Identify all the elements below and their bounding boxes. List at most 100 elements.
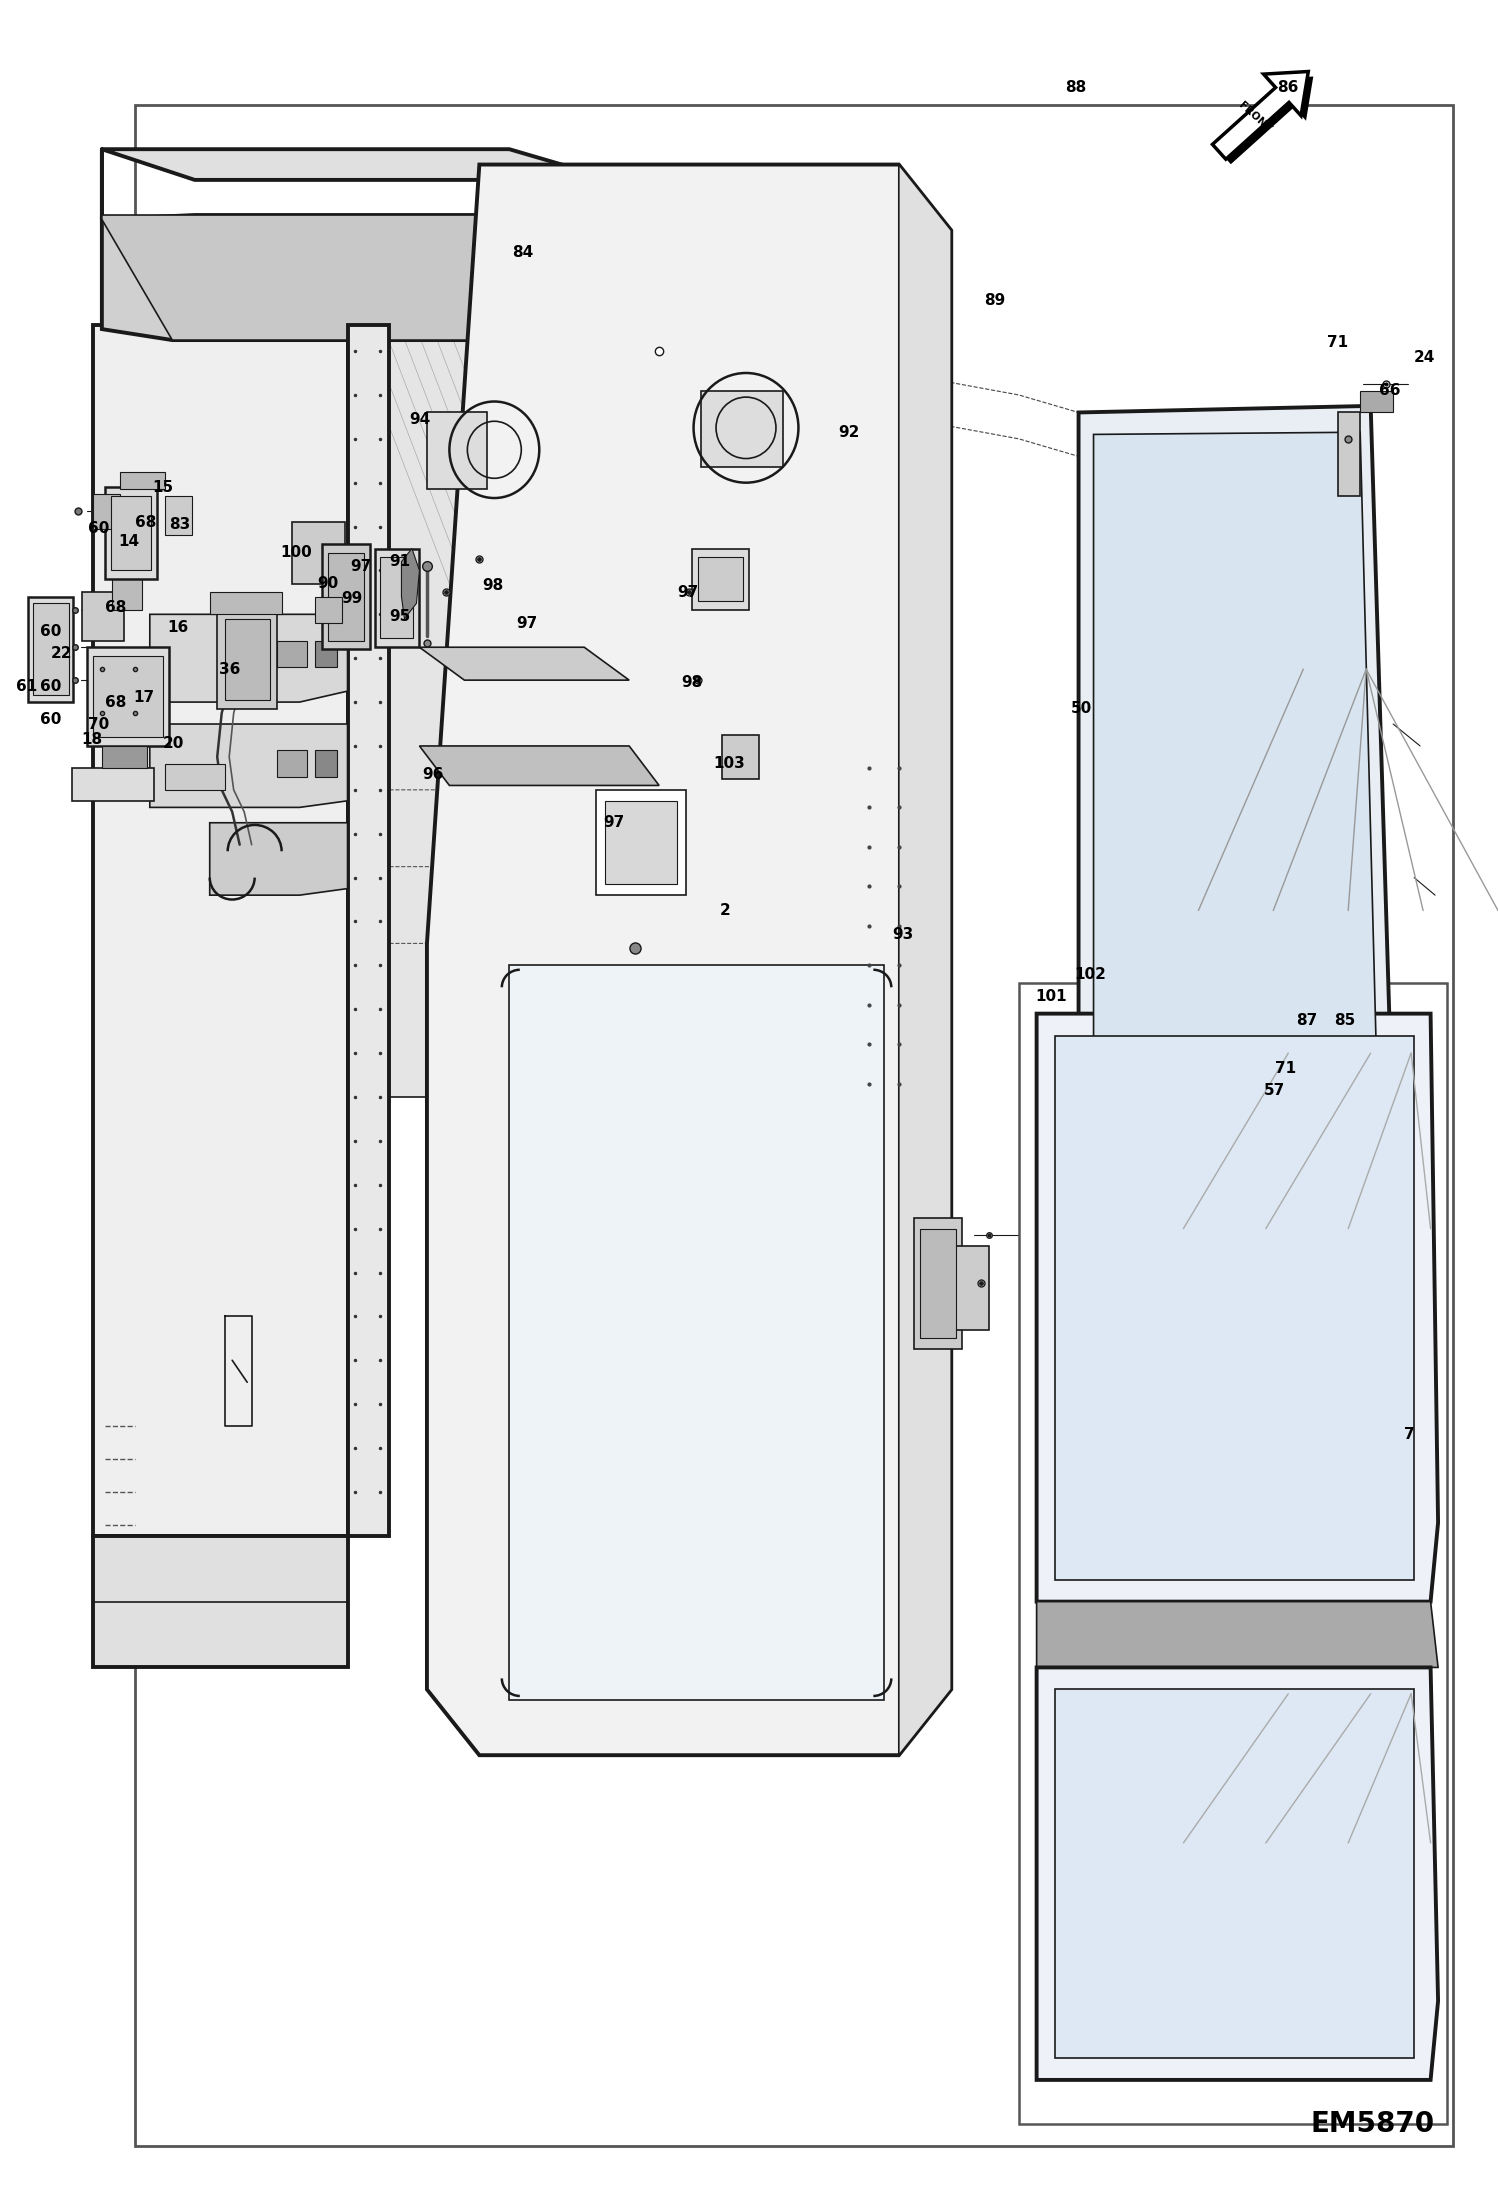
Text: 60: 60: [40, 713, 61, 726]
Text: 102: 102: [1074, 968, 1107, 981]
Text: 91: 91: [389, 555, 410, 568]
Bar: [322, 544, 370, 649]
Polygon shape: [1094, 432, 1378, 1202]
Bar: [956, 1246, 989, 1330]
Text: 89: 89: [984, 294, 1005, 307]
Text: 20: 20: [163, 737, 184, 750]
Polygon shape: [1037, 1602, 1438, 1667]
Text: 60: 60: [40, 625, 61, 638]
Text: 50: 50: [1071, 702, 1092, 715]
Text: 97: 97: [604, 816, 625, 829]
Polygon shape: [1037, 1014, 1438, 1602]
Bar: [165, 496, 192, 535]
Bar: [277, 641, 307, 667]
Text: 2: 2: [719, 904, 731, 917]
Text: 97: 97: [677, 586, 698, 599]
Bar: [427, 412, 487, 489]
Text: 90: 90: [318, 577, 339, 590]
Text: 83: 83: [169, 518, 190, 531]
Bar: [120, 472, 165, 489]
Text: 97: 97: [351, 559, 372, 573]
Text: 88: 88: [1065, 81, 1086, 94]
Text: 66: 66: [1380, 384, 1401, 397]
Bar: [920, 1229, 956, 1338]
Text: 97: 97: [517, 617, 538, 630]
Text: 14: 14: [118, 535, 139, 548]
Bar: [692, 548, 749, 610]
Bar: [225, 619, 270, 700]
Bar: [277, 750, 307, 777]
Text: 22: 22: [51, 647, 72, 660]
Text: 92: 92: [839, 426, 860, 439]
Text: 70: 70: [88, 717, 109, 731]
Text: 7: 7: [1404, 1428, 1416, 1441]
Text: 18: 18: [81, 733, 102, 746]
Text: 36: 36: [219, 663, 240, 676]
Bar: [1360, 391, 1393, 412]
Text: 101: 101: [1035, 989, 1068, 1003]
Bar: [328, 553, 364, 641]
Polygon shape: [509, 965, 884, 1700]
Text: 87: 87: [1296, 1014, 1317, 1027]
Text: 71: 71: [1275, 1062, 1296, 1075]
Polygon shape: [427, 165, 951, 1755]
Text: 60: 60: [88, 522, 109, 535]
Bar: [105, 487, 157, 579]
Text: 15: 15: [153, 480, 174, 494]
Text: 16: 16: [168, 621, 189, 634]
Bar: [28, 597, 73, 702]
Polygon shape: [1212, 72, 1308, 160]
Text: 57: 57: [1264, 1084, 1285, 1097]
Bar: [165, 764, 225, 790]
Text: 68: 68: [105, 695, 126, 709]
Bar: [102, 746, 147, 768]
Text: EM5870: EM5870: [1311, 2111, 1434, 2137]
Text: 95: 95: [389, 610, 410, 623]
Text: 96: 96: [422, 768, 443, 781]
Bar: [33, 603, 69, 695]
Text: 68: 68: [135, 516, 156, 529]
Text: 68: 68: [105, 601, 126, 614]
Text: 98: 98: [682, 676, 703, 689]
Bar: [135, 105, 1453, 2146]
Bar: [374, 548, 419, 647]
Bar: [698, 557, 743, 601]
Text: 86: 86: [1278, 81, 1299, 94]
Bar: [93, 494, 120, 529]
Text: 24: 24: [1414, 351, 1435, 364]
Polygon shape: [150, 614, 348, 702]
Polygon shape: [1037, 1667, 1438, 2080]
Bar: [315, 641, 337, 667]
Polygon shape: [93, 325, 348, 1536]
Polygon shape: [348, 325, 389, 1536]
Polygon shape: [1218, 77, 1314, 165]
Text: 61: 61: [16, 680, 37, 693]
Bar: [605, 801, 677, 884]
Polygon shape: [401, 548, 419, 619]
Text: 98: 98: [482, 579, 503, 592]
Text: 71: 71: [1327, 336, 1348, 349]
Polygon shape: [93, 1536, 348, 1667]
Polygon shape: [348, 325, 869, 1097]
Bar: [93, 656, 163, 737]
Bar: [72, 768, 154, 801]
Polygon shape: [150, 724, 348, 807]
Bar: [1019, 983, 1447, 2124]
Bar: [722, 735, 759, 779]
Bar: [315, 750, 337, 777]
Bar: [701, 391, 783, 467]
Bar: [380, 557, 413, 638]
Text: 60: 60: [40, 680, 61, 693]
Polygon shape: [102, 219, 592, 340]
Text: 94: 94: [409, 412, 430, 426]
Text: 93: 93: [893, 928, 914, 941]
Bar: [210, 592, 282, 614]
Bar: [112, 575, 142, 610]
Polygon shape: [102, 215, 614, 340]
Text: 17: 17: [133, 691, 154, 704]
Bar: [596, 790, 686, 895]
Text: FRONT: FRONT: [1237, 101, 1273, 134]
Bar: [87, 647, 169, 746]
Text: 100: 100: [280, 546, 313, 559]
Bar: [1338, 412, 1360, 496]
